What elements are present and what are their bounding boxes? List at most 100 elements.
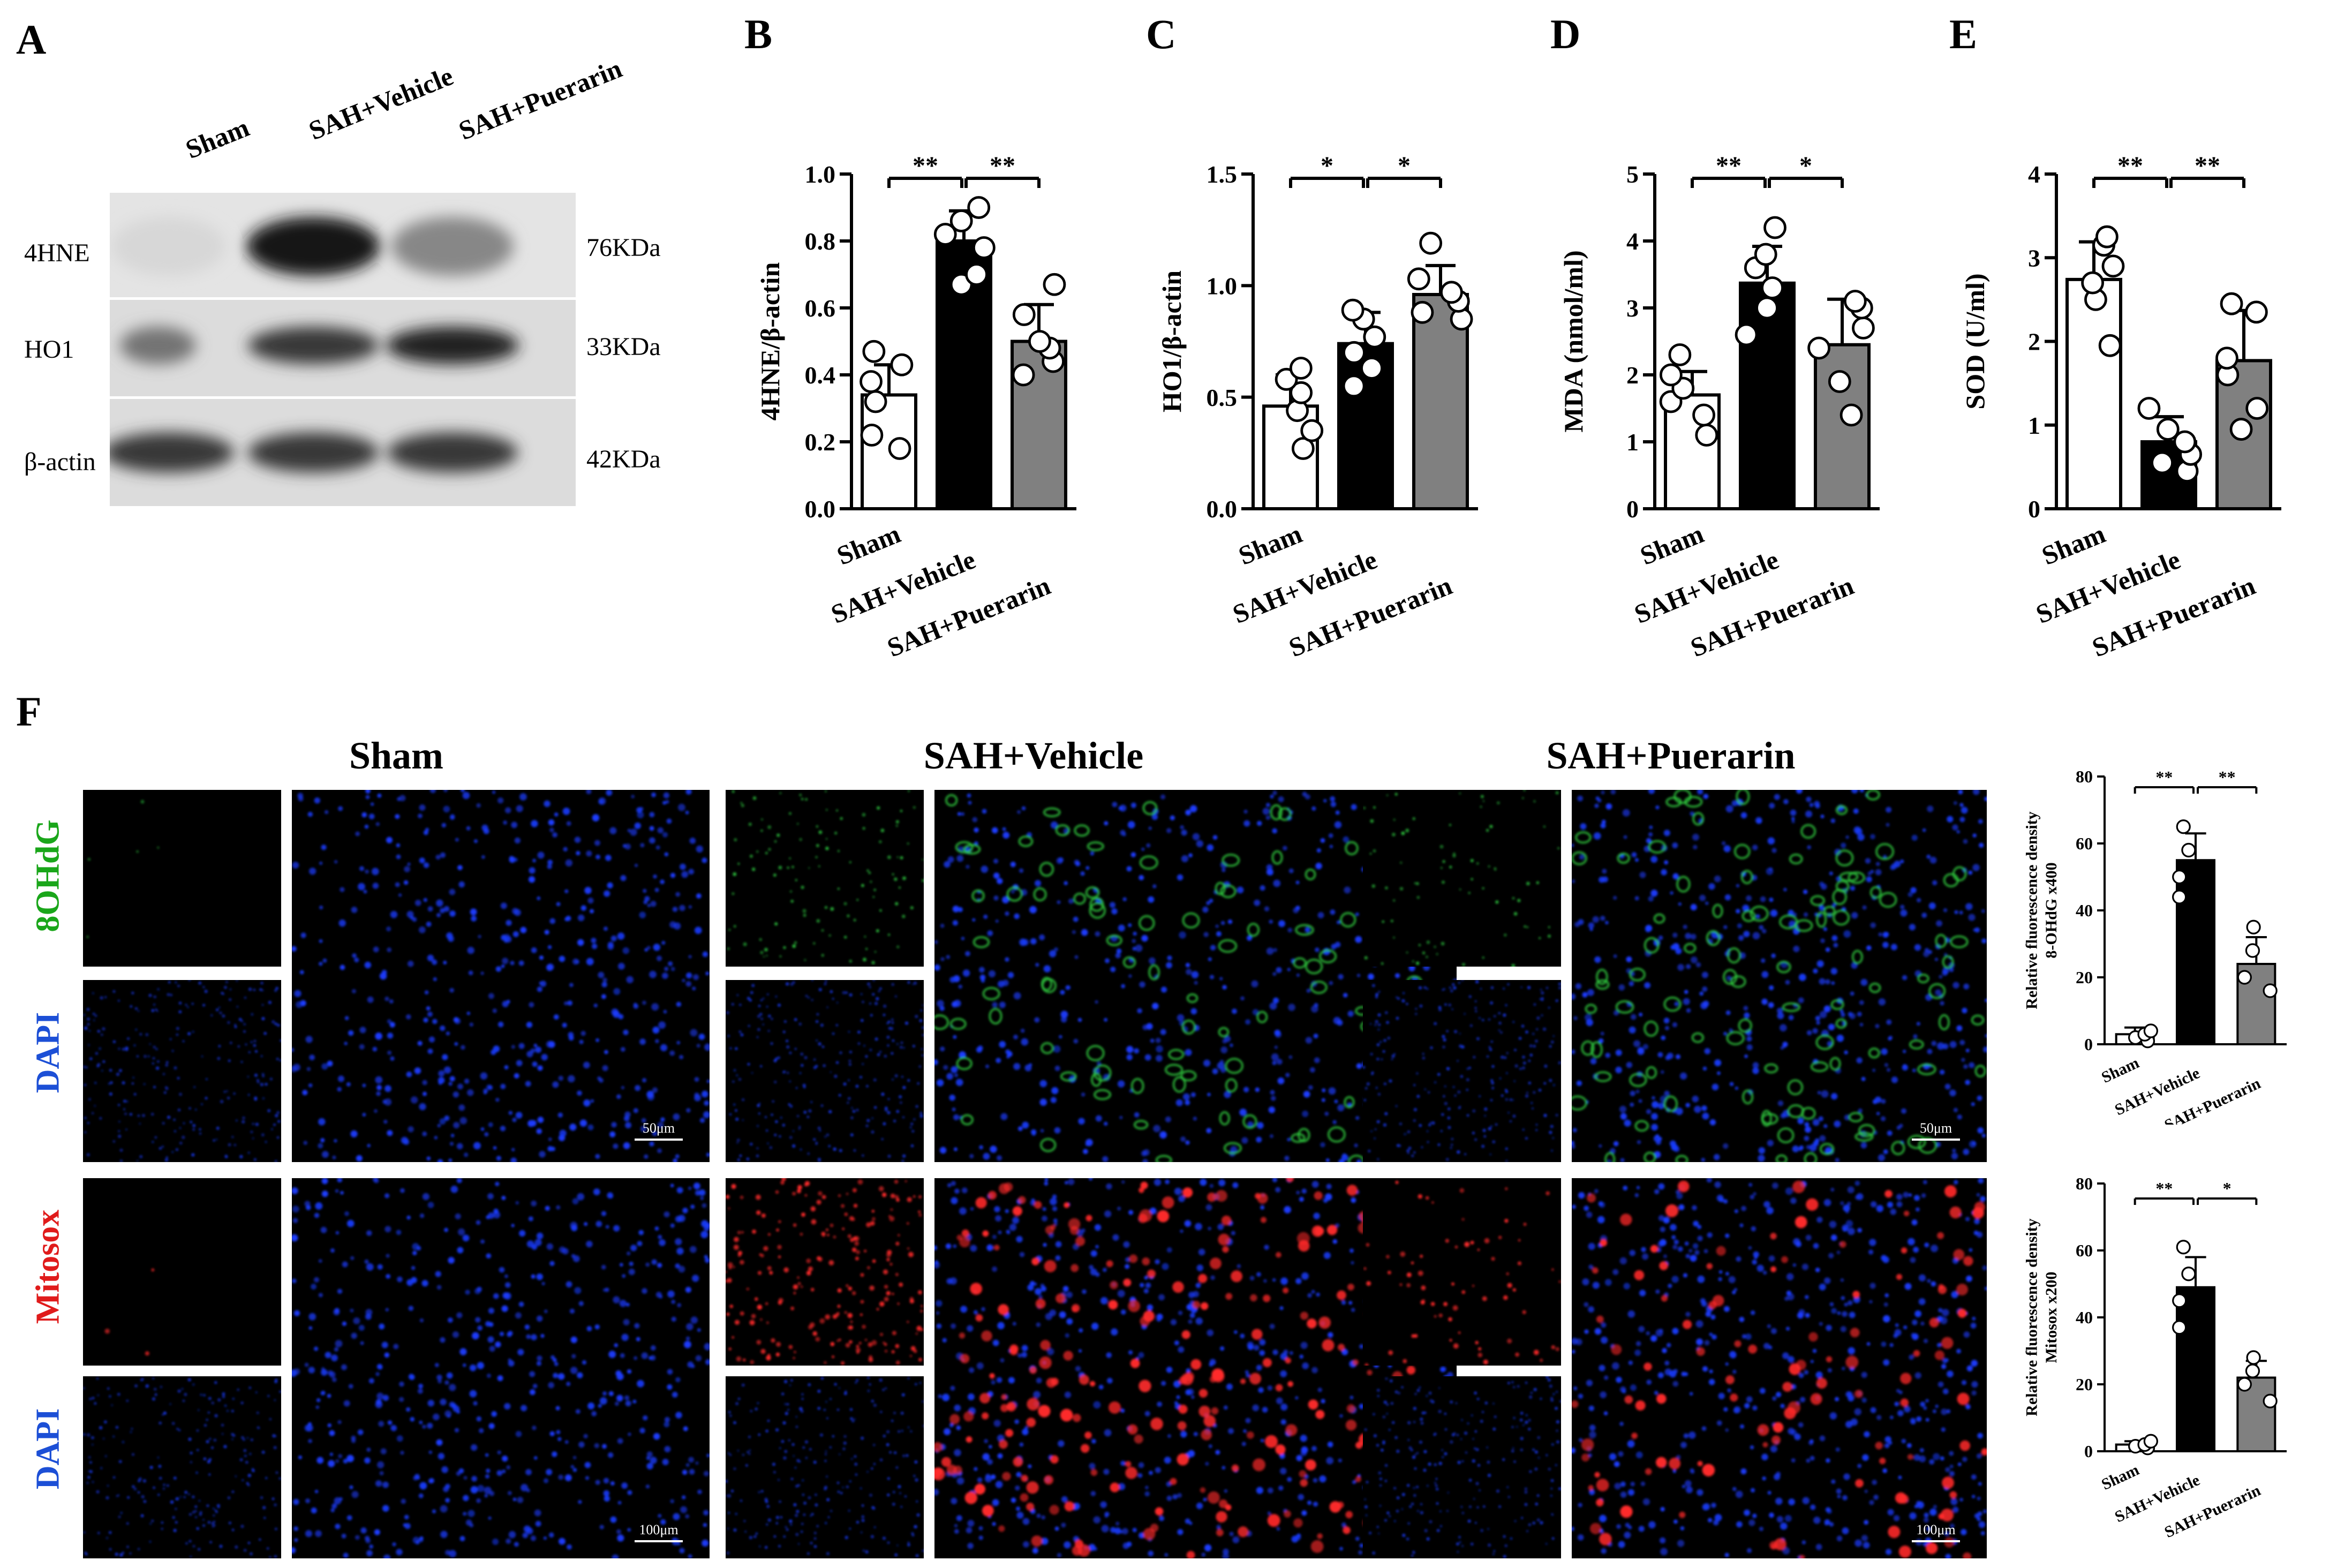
- y-axis-label: Relative fluorescence density: [2024, 1218, 2041, 1416]
- western-blot-panel: Sham SAH+Vehicle SAH+Puerarin 4HNE HO1 β…: [0, 0, 739, 514]
- y-tick-label: 0.8: [805, 228, 836, 255]
- y-tick-label: 1: [2028, 412, 2040, 439]
- data-point: [967, 196, 991, 219]
- sig-label: **: [2219, 767, 2236, 787]
- data-point: [2263, 1393, 2278, 1408]
- data-point: [888, 437, 911, 460]
- data-point: [933, 223, 957, 246]
- data-point: [1289, 357, 1313, 380]
- category-label: Sham: [2099, 1461, 2142, 1494]
- fluor-small-dapi-bottom: [83, 1376, 281, 1558]
- blot-band: [112, 217, 225, 276]
- data-point: [1043, 273, 1066, 296]
- panel-label-a: A: [16, 16, 47, 63]
- data-point: [2172, 889, 2187, 904]
- data-point: [2176, 819, 2191, 834]
- fluor-small-dapi: [726, 980, 924, 1162]
- data-point: [860, 424, 884, 447]
- data-point: [862, 340, 886, 363]
- fluor-title-sham: Sham: [349, 734, 444, 777]
- fluor-small-mitosox: [726, 1178, 924, 1366]
- sig-label: **: [990, 152, 1015, 180]
- data-point: [2237, 970, 2252, 985]
- data-point: [1754, 243, 1777, 266]
- data-point: [2244, 300, 2268, 324]
- data-point: [1363, 325, 1386, 349]
- y-tick-label: 0.4: [805, 361, 836, 389]
- fluor-small-dapi: [83, 980, 281, 1162]
- data-point: [1012, 363, 1035, 387]
- data-point: [1341, 298, 1364, 322]
- panel-label-d: D: [1550, 11, 1581, 57]
- data-point: [2246, 919, 2261, 934]
- y-tick-label: 2: [2028, 328, 2040, 356]
- sig-label: *: [2223, 1179, 2232, 1198]
- data-point: [1419, 231, 1443, 255]
- data-point: [2229, 418, 2253, 441]
- y-tick-label: 1.5: [1207, 161, 1238, 188]
- data-point: [2237, 1377, 2252, 1392]
- data-point: [2220, 292, 2243, 315]
- data-point: [1761, 276, 1784, 299]
- panel-label-e: E: [1949, 11, 1978, 57]
- y-tick-label: 4: [1626, 228, 1639, 255]
- bar: [1412, 293, 1469, 510]
- data-point: [972, 236, 996, 259]
- y-tick-label: 0.5: [1207, 384, 1238, 411]
- data-point: [890, 353, 914, 376]
- data-point: [2137, 397, 2161, 420]
- data-point: [2263, 983, 2278, 998]
- y-tick-label: 0: [2084, 1035, 2093, 1054]
- y-tick-label: 60: [2076, 834, 2093, 853]
- data-point: [2143, 1434, 2158, 1449]
- y-tick-label: 80: [2076, 1174, 2093, 1193]
- fluor-small-8ohdg: [726, 790, 924, 967]
- bar: [2176, 1286, 2215, 1452]
- data-point: [2172, 869, 2187, 885]
- y-tick-label: 2: [1626, 361, 1639, 389]
- data-point: [1342, 374, 1366, 398]
- fluor-small-mitosox: [1363, 1178, 1561, 1366]
- blot-row-label-ho1: HO1: [24, 335, 74, 364]
- y-tick-label: 60: [2076, 1241, 2093, 1260]
- y-axis-label-2: Mitosox x200: [2042, 1272, 2060, 1363]
- category-label: Sham: [2099, 1054, 2142, 1087]
- data-point: [1291, 437, 1315, 460]
- fluorescence-panels: 50μm100μm50μm100μm50μm100μm: [83, 790, 1987, 1558]
- data-point: [860, 370, 883, 393]
- data-point: [1807, 336, 1830, 360]
- scale-bar-label: 50μm: [1920, 1120, 1952, 1136]
- fluor-title-vehicle: SAH+Vehicle: [923, 734, 1144, 777]
- y-tick-label: 4: [2028, 161, 2040, 188]
- fluor-small-8ohdg: [1363, 790, 1561, 967]
- panel-label-f: F: [16, 688, 42, 735]
- data-point: [965, 263, 988, 286]
- data-point: [1028, 330, 1051, 353]
- sig-label: *: [1799, 152, 1812, 180]
- data-point: [2246, 1350, 2261, 1365]
- blot-row-label-4hne: 4HNE: [24, 239, 90, 267]
- data-point: [1735, 323, 1758, 346]
- fluor-small-dapi-bottom: [726, 1376, 924, 1558]
- blot-band: [120, 327, 196, 364]
- data-point: [2172, 1320, 2187, 1335]
- fluor-merged-mitosox: [1572, 1178, 1987, 1558]
- y-tick-label: 40: [2076, 901, 2093, 920]
- data-point: [2081, 271, 2104, 295]
- y-tick-label: 1.0: [1207, 272, 1238, 299]
- scale-bar-label: 50μm: [643, 1120, 675, 1136]
- data-point: [949, 209, 973, 232]
- data-point: [1411, 300, 1434, 324]
- data-point: [1360, 357, 1383, 380]
- fluor-small-8ohdg: [83, 790, 281, 967]
- data-point: [2245, 397, 2269, 420]
- blot-size-actin: 42KDa: [586, 445, 661, 473]
- blot-row-label-actin: β-actin: [24, 448, 96, 476]
- sig-label: **: [913, 152, 938, 180]
- fluor-title-puerarin: SAH+Puerarin: [1546, 734, 1796, 777]
- chart-mitosox-density: 0 20 40 60 80 Relative fluorescence density Mi…: [2024, 1174, 2287, 1541]
- data-point: [2095, 225, 2119, 248]
- y-tick-label: 3: [2028, 244, 2040, 272]
- y-axis-label: SOD (U/ml): [1960, 273, 1990, 409]
